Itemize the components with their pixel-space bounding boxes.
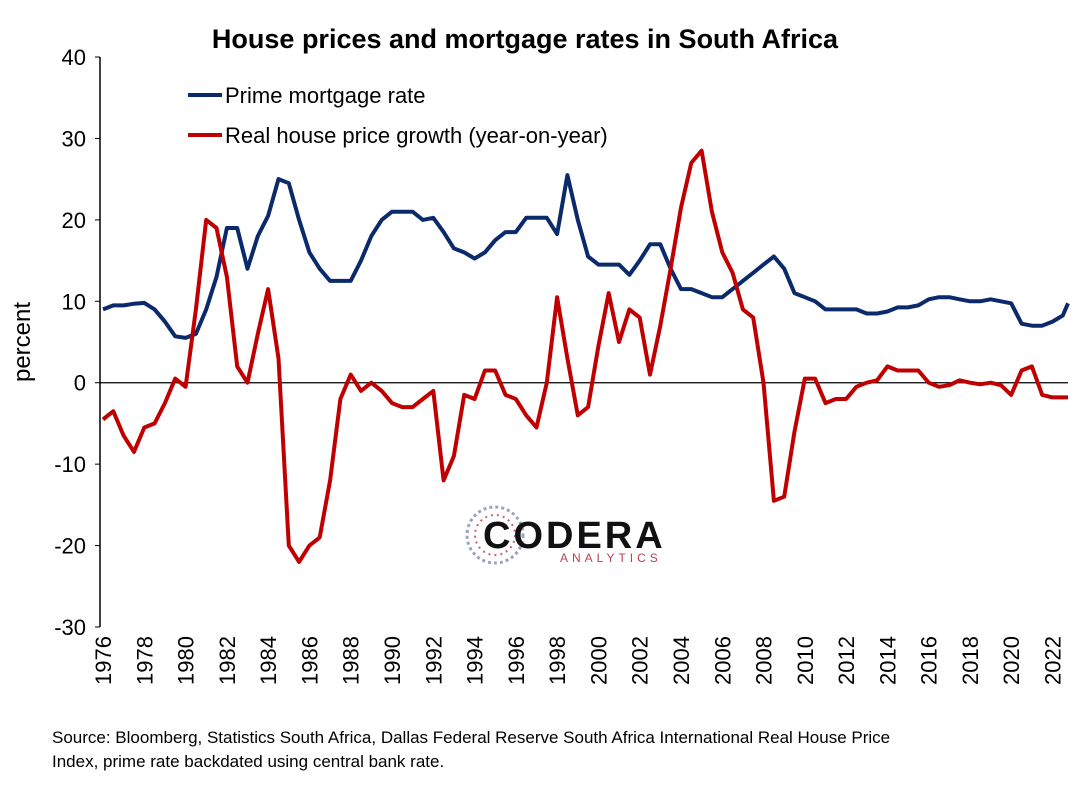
y-tick-label: 10 — [62, 289, 86, 314]
x-tick-label: 2020 — [999, 636, 1024, 685]
x-tick-label: 2012 — [834, 636, 859, 685]
x-tick-label: 2014 — [875, 636, 900, 685]
y-tick-label: 20 — [62, 208, 86, 233]
x-tick-label: 1988 — [339, 636, 364, 685]
watermark-text: CODERA — [483, 515, 666, 557]
logo-ring — [474, 514, 516, 556]
y-tick-label: 40 — [62, 45, 86, 70]
watermark-subtext: ANALYTICS — [560, 551, 662, 565]
x-tick-label: 2010 — [793, 636, 818, 685]
chart-title: House prices and mortgage rates in South… — [212, 24, 839, 54]
x-tick-label: 2022 — [1041, 636, 1066, 685]
x-tick-label: 1978 — [132, 636, 157, 685]
logo-ring — [465, 505, 525, 565]
x-tick-label: 1984 — [256, 636, 281, 685]
source-note: Index, prime rate backdated using centra… — [52, 752, 444, 771]
series-line — [102, 173, 1070, 340]
x-tick-label: 1996 — [504, 636, 529, 685]
x-tick-label: 1976 — [91, 636, 116, 685]
watermark-logo — [465, 505, 525, 565]
y-tick-label: 30 — [62, 126, 86, 151]
y-axis-label: percent — [9, 302, 36, 382]
x-tick-label: 2008 — [752, 636, 777, 685]
y-tick-label: -20 — [54, 534, 86, 559]
y-tick-label: -30 — [54, 615, 86, 640]
x-tick-label: 2016 — [917, 636, 942, 685]
x-tick-label: 2002 — [628, 636, 653, 685]
x-tick-label: 1990 — [380, 636, 405, 685]
x-tick-label: 2000 — [586, 636, 611, 685]
source-note: Source: Bloomberg, Statistics South Afri… — [52, 728, 890, 747]
x-tick-label: 2004 — [669, 636, 694, 685]
x-tick-label: 2018 — [958, 636, 983, 685]
legend-label: Real house price growth (year-on-year) — [225, 123, 608, 148]
x-tick-label: 1982 — [215, 636, 240, 685]
series-line — [101, 148, 1068, 564]
legend-label: Prime mortgage rate — [225, 83, 426, 108]
x-tick-label: 1980 — [174, 636, 199, 685]
x-tick-label: 1998 — [545, 636, 570, 685]
x-tick-label: 1986 — [297, 636, 322, 685]
x-tick-label: 1994 — [463, 636, 488, 685]
x-tick-label: 2006 — [710, 636, 735, 685]
y-tick-label: 0 — [74, 371, 86, 396]
y-tick-label: -10 — [54, 452, 86, 477]
x-tick-label: 1992 — [421, 636, 446, 685]
